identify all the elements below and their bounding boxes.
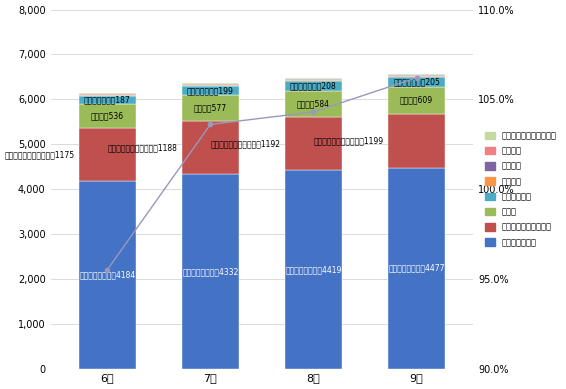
Bar	[285, 81, 342, 91]
Bar	[79, 128, 136, 181]
Text: カレコ、536: カレコ、536	[91, 112, 124, 121]
Bar	[388, 75, 445, 76]
Text: オリックスカーシェア、1175: オリックスカーシェア、1175	[5, 150, 75, 159]
Bar	[285, 117, 342, 170]
Bar	[79, 181, 136, 369]
Text: オリックスカーシェア、1188: オリックスカーシェア、1188	[108, 143, 178, 152]
Bar	[79, 94, 136, 95]
Text: オリックスカーシェア、1199: オリックスカーシェア、1199	[314, 136, 384, 145]
Text: カレコ、609: カレコ、609	[400, 96, 433, 105]
Text: タイムズプラス、4419: タイムズプラス、4419	[285, 265, 342, 274]
Text: タイムズプラス、4332: タイムズプラス、4332	[182, 267, 238, 276]
Bar	[388, 168, 445, 369]
Bar	[182, 95, 239, 121]
Text: オリックスカーシェア、1192: オリックスカーシェア、1192	[211, 139, 281, 148]
Bar	[285, 80, 342, 81]
Bar	[388, 77, 445, 86]
Bar	[285, 91, 342, 117]
Bar	[285, 170, 342, 369]
Text: カレコ、584: カレコ、584	[297, 99, 330, 108]
Text: カレコ、577: カレコ、577	[194, 103, 227, 112]
Text: タイムズプラス、4184: タイムズプラス、4184	[79, 270, 135, 279]
Bar	[79, 95, 136, 96]
Bar	[182, 121, 239, 174]
Bar	[182, 174, 239, 369]
Bar	[388, 76, 445, 77]
Bar	[79, 104, 136, 128]
Bar	[182, 86, 239, 95]
Bar	[182, 85, 239, 86]
Text: アース・カー、208: アース・カー、208	[290, 81, 337, 90]
Text: アース・カー、199: アース・カー、199	[187, 86, 234, 95]
Text: タイムズプラス、4477: タイムズプラス、4477	[388, 264, 445, 273]
Bar	[182, 84, 239, 85]
Bar	[79, 96, 136, 104]
Text: アース・カー、187: アース・カー、187	[84, 95, 131, 104]
Bar	[388, 86, 445, 114]
Text: アース・カー、205: アース・カー、205	[393, 77, 440, 86]
Legend: カーシェアリング・ワン, ロシェア, エコロカ, ガリテコ, アース・カー, カレコ, オリックスカーシェア, タイムズプラス: カーシェアリング・ワン, ロシェア, エコロカ, ガリテコ, アース・カー, カ…	[482, 128, 560, 250]
Bar	[285, 79, 342, 80]
Bar	[388, 114, 445, 168]
